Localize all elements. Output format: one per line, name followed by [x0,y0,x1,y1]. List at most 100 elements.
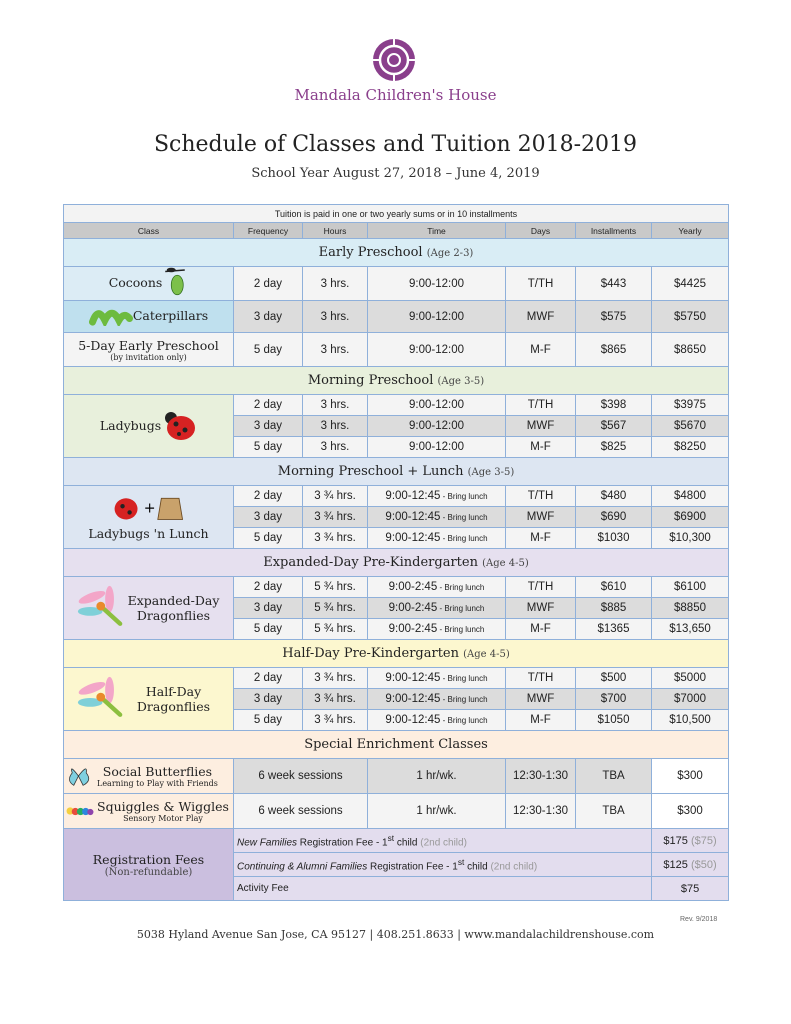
hours-cell: 3 hrs. [302,415,368,437]
hours-cell: 3 hrs. [302,332,368,367]
installments-cell: $700 [575,688,652,710]
class-note: (by invitation only) [110,352,187,362]
section-name: Morning Preschool + Lunch [277,464,464,479]
section-age: (Age 3-5) [437,376,485,387]
table-row: 3 day 3 ¾ hrs. 9:00-12:45 - Bring lunch MWF… [64,506,730,528]
class-name-cell: + Ladybugs 'n Lunch [63,485,234,549]
installments-cell: $610 [575,576,652,598]
column-header-time: Time [367,222,506,239]
frequency-cell: 6 week sessions [233,793,368,829]
frequency-cell: 2 day [233,485,303,507]
time-cell: 9:00-12:00 [367,300,506,333]
column-header-class: Class [63,222,234,239]
installments-cell: $480 [575,485,652,507]
svg-text:+: + [143,500,155,516]
days-cell: TBA [575,793,652,829]
class-subtitle: Sensory Motor Play [123,814,203,823]
installments-cell: $1050 [575,709,652,731]
days-cell: M-F [505,436,576,458]
dragonfly-icon [74,585,124,632]
class-name-cell: Cocoons [63,266,234,301]
class-name-cell: Ladybugs [63,394,234,458]
section-name: Expanded-Day Pre-Kindergarten [263,555,478,570]
days-cell: MWF [505,597,576,619]
yearly-cell: $5000 [650,667,730,689]
class-subtitle: Learning to Play with Friends [97,779,218,788]
days-cell: M-F [505,709,576,731]
frequency-cell: 2 day [233,667,303,689]
table-row: Half-Day Dragonflies 2 day 3 ¾ hrs. 9:00-12… [63,667,730,731]
installments-cell: $865 [575,332,652,367]
table-row: 3 day 5 ¾ hrs. 9:00-2:45 - Bring lunch MWF $… [64,597,730,619]
section-age: (Age 4-5) [482,558,529,569]
yearly-cell: $6900 [650,506,730,528]
installments-cell: $398 [575,394,652,416]
frequency-cell: 3 day [233,415,303,437]
fee-amount-first: $175 [663,834,688,847]
mandala-logo-icon [373,39,415,81]
table-row: 5 day 3 ¾ hrs. 9:00-12:45 - Bring lunch M-F… [64,709,730,731]
ordinal: st [457,856,465,867]
days-cell: T/TH [505,576,576,598]
installments-cell: $885 [575,597,652,619]
dragonfly-icon [74,676,124,723]
fee-text: Registration Fee - 1 [297,837,388,849]
section-header: Morning Preschool + Lunch (Age 3-5) [62,457,730,486]
section-title: Half-Day Pre-Kindergarten (Age 4-5) [62,639,730,668]
installments-cell: $1030 [575,527,652,549]
hours-cell: 3 hrs. [302,266,368,301]
registration-label: Registration Fees (Non-refundable) [63,828,234,901]
cocoon-icon [162,267,188,300]
frequency-cell: 3 day [233,688,303,710]
frequency-cell: 5 day [233,709,303,731]
brand-name: Mandala Children's House [294,86,497,104]
section-age: (Age 3-5) [467,467,515,478]
time-cell: 9:00-12:00 [367,415,506,437]
frequency-cell: 6 week sessions [233,758,368,794]
frequency-cell: 5 day [233,332,303,367]
installments-cell: $690 [575,506,652,528]
days-cell: MWF [505,688,576,710]
time-cell: 9:00-12:00 [367,394,506,416]
second-child-note: (2nd child) [490,861,538,873]
time-cell: 9:00-12:00 [367,266,506,301]
time-cell: 9:00-2:45 - Bring lunch [367,576,506,598]
frequency-cell: 3 day [233,300,303,333]
column-header-hours: Hours [302,222,368,239]
column-header-frequency: Frequency [233,222,303,239]
time-cell: 9:00-12:45 - Bring lunch [367,506,506,528]
lunch-note: - Bring lunch [440,492,488,501]
hours-cell: 3 hrs. [302,300,368,333]
fee-text: Registration Fee - 1 [367,861,458,873]
class-name: Cocoons [108,275,163,290]
installments-cell: $567 [575,415,652,437]
yearly-cell: $7000 [650,688,730,710]
class-name-cell: Social Butterflies Learning to Play with … [63,758,234,794]
frequency-cell: 3 day [233,506,303,528]
section-name: Early Preschool [318,245,423,260]
header-row: Class Frequency Hours Time Days Installments Y… [63,222,730,239]
fee-description: New Families Registration Fee - 1st chil… [233,828,652,853]
fee-amount-second: ($75) [690,834,717,847]
caption-row: Tuition is paid in one or two yearly sum… [62,204,730,223]
class-name-cell: Expanded-Day Dragonflies [63,576,234,640]
time-cell: 9:00-12:45 - Bring lunch [367,485,506,507]
hours-cell: 5 ¾ hrs. [302,618,368,640]
table-caption: Tuition is paid in one or two yearly sum… [62,204,730,223]
tuition-table: Tuition is paid in one or two yearly sum… [62,204,730,901]
hours-cell: 3 ¾ hrs. [302,688,368,710]
lunch-note: - Bring lunch [437,604,485,613]
table-row: 3 day 3 ¾ hrs. 9:00-12:45 - Bring lunch MWF… [64,688,730,710]
class-name: Squiggles & Wiggles [97,799,229,814]
page-subtitle: School Year August 27, 2018 – June 4, 20… [251,166,540,181]
table-row: Squiggles & Wiggles Sensory Motor Play 6 w… [63,793,730,829]
time-cell: 9:00-12:45 - Bring lunch [367,527,506,549]
days-cell: T/TH [505,266,576,301]
yearly-cell: $6100 [650,576,730,598]
days-cell: M-F [505,332,576,367]
installments-cell: $500 [575,667,652,689]
ladybug-icon [161,408,197,445]
yearly-cell: $8850 [650,597,730,619]
section-header: Special Enrichment Classes [62,730,730,759]
table-row: 5 day 3 hrs. 9:00-12:00 M-F $825 $8250 [64,436,730,458]
